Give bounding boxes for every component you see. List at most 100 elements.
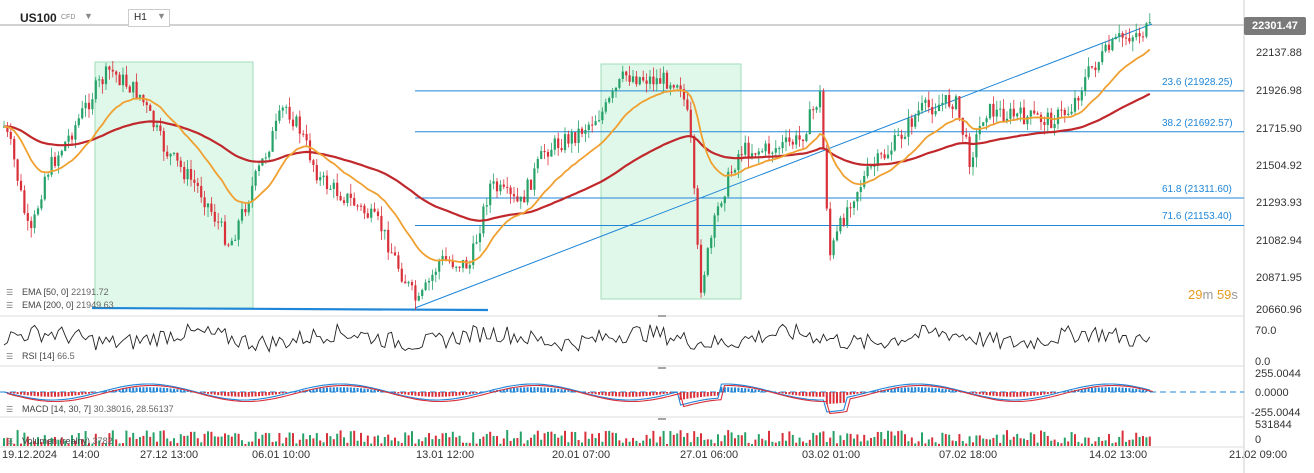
macd-histogram-bar (1036, 392, 1039, 396)
fibonacci-label[interactable]: 38.2 (21692.57) (1162, 117, 1233, 129)
macd-histogram-bar (1148, 390, 1151, 392)
macd-histogram-bar (343, 387, 345, 392)
candle-body (852, 201, 856, 208)
fibonacci-label[interactable]: 23.6 (21928.25) (1162, 76, 1233, 88)
legend-ema50[interactable]: ☰ EMA [50, 0] 22191.72 (6, 287, 109, 297)
symbol-name[interactable]: US100 (20, 11, 57, 25)
volume-bar (23, 432, 26, 446)
chevron-down-icon[interactable]: ▼ (84, 11, 93, 21)
candle-body (580, 128, 584, 134)
indicator-settings-icon[interactable]: ☰ (6, 352, 14, 361)
macd-histogram-bar (9, 392, 12, 394)
volume-bar (999, 442, 1002, 446)
volume-bar (975, 435, 978, 446)
volume-bar (628, 441, 631, 446)
volume-bar (961, 441, 964, 446)
macd-histogram-bar (540, 387, 543, 392)
candle-body (1043, 122, 1046, 125)
volume-bar (465, 442, 468, 446)
macd-histogram-bar (309, 389, 311, 392)
indicator-settings-icon[interactable]: ☰ (6, 301, 14, 310)
volume-bar (54, 436, 56, 446)
candle-body (574, 132, 577, 143)
volume-bar (360, 432, 362, 446)
volume-bar (686, 433, 689, 446)
macd-histogram-bar (428, 392, 430, 397)
macd-histogram-bar (258, 392, 260, 397)
candle-body (203, 197, 206, 208)
ema200-value: 21949.63 (76, 300, 114, 310)
macd-histogram-bar (224, 392, 226, 396)
volume-bar (417, 439, 420, 446)
macd-histogram-bar (1125, 387, 1127, 392)
candle-body (951, 106, 954, 110)
macd-histogram-bar (445, 392, 447, 397)
volume-bar (207, 431, 209, 446)
time-axis-tick: 14:00 (72, 449, 100, 461)
candle-body (863, 175, 866, 188)
volume-bar (717, 434, 719, 446)
volume-bar (812, 432, 815, 446)
legend-ema200[interactable]: ☰ EMA [200, 0] 21949.63 (6, 300, 114, 310)
candle-body (240, 208, 244, 221)
candle-body (812, 109, 815, 111)
fibonacci-label[interactable]: 71.6 (21153.40) (1162, 211, 1232, 223)
candle-body (584, 130, 587, 134)
volume-bar (921, 432, 923, 446)
macd-histogram-bar (526, 387, 529, 392)
volume-bar (914, 443, 917, 446)
macd-histogram-bar (876, 390, 879, 392)
volume-bar (1084, 437, 1087, 446)
volume-bar (176, 443, 179, 446)
candle-body (19, 180, 23, 191)
indicator-settings-icon[interactable]: ☰ (6, 288, 14, 297)
ema50-value: 22191.72 (71, 287, 109, 297)
candle-body (356, 205, 359, 207)
macd-histogram-bar (751, 388, 753, 392)
macd-histogram-bar (1121, 387, 1124, 392)
indicator-settings-icon[interactable]: ☰ (6, 405, 14, 414)
candle-body (536, 158, 539, 169)
volume-bar (825, 441, 828, 446)
volume-bar (618, 440, 621, 446)
macd-histogram-bar (1040, 392, 1042, 395)
candle-body (587, 124, 590, 131)
legend-macd[interactable]: ☰ MACD [14, 30, 7] 30.38016, 28.56137 (6, 404, 174, 414)
candle-body (988, 103, 992, 119)
volume-bar (927, 439, 930, 446)
volume-bar (989, 439, 991, 446)
candle-body (268, 151, 271, 158)
candle-body (257, 165, 261, 172)
volume-bar (77, 432, 80, 446)
candle-body (934, 111, 937, 115)
volume-bar (183, 435, 186, 446)
macd-histogram-bar (584, 392, 587, 393)
macd-histogram-bar (533, 387, 536, 392)
volume-bar (557, 437, 560, 446)
fibonacci-label[interactable]: 61.8 (21311.60) (1162, 183, 1232, 195)
candle-body (155, 125, 159, 128)
macd-histogram-bar (740, 387, 743, 392)
candle-body (138, 94, 142, 99)
candle-body (873, 165, 876, 167)
candle-body (434, 271, 437, 275)
volume-bar (217, 436, 220, 446)
highlight-zone (600, 63, 742, 300)
volume-bar (404, 432, 407, 446)
macd-histogram-bar (312, 388, 315, 392)
macd-histogram-bar (353, 387, 356, 392)
timeframe-select[interactable]: H1 ▼ (128, 9, 170, 27)
macd-histogram-bar (893, 388, 896, 392)
volume-bar (50, 437, 53, 446)
macd-histogram-bar (125, 388, 128, 392)
candle-body (1012, 108, 1015, 117)
macd-histogram-bar (642, 392, 645, 397)
macd-histogram-bar (1006, 392, 1008, 397)
candle-body (325, 175, 329, 190)
legend-rsi[interactable]: ☰ RSI [14] 66.5 (6, 351, 75, 361)
macd-histogram-bar (142, 387, 145, 392)
indicator-settings-icon[interactable]: ☰ (6, 437, 14, 446)
legend-volume[interactable]: ☰ Volumen (realny) 3782 (6, 436, 113, 446)
